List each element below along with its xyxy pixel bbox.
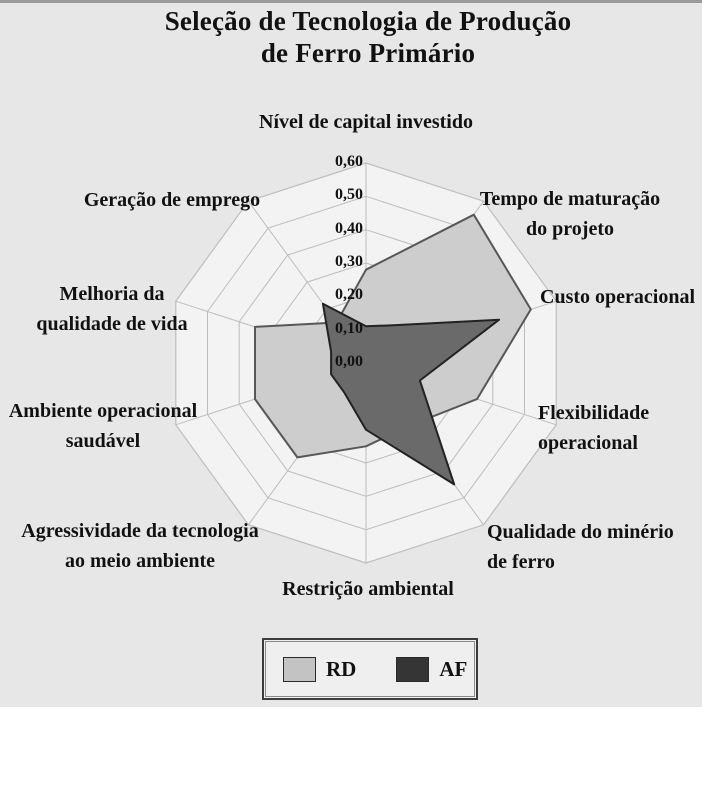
axis-label-5: Qualidade do minério de ferro — [487, 521, 674, 573]
tick-label-0,40: 0,40 — [335, 219, 363, 237]
radar-chart-figure: Seleção de Tecnologia de Produção de Fer… — [0, 0, 702, 707]
axis-label-7: Agressividade da tecnologia ao meio ambie… — [21, 520, 259, 572]
chart-title-line1: Seleção de Tecnologia de Produção — [164, 6, 572, 36]
axis-label-4: Flexibilidade operacional — [538, 402, 650, 454]
source-citation: Disponível em: http:// www.scielo.br/sci… — [0, 707, 702, 808]
legend-label-rd: RD — [326, 656, 357, 681]
axis-label-3: Custo operacional — [540, 286, 695, 308]
chart-title-line2: de Ferro Primário — [260, 38, 476, 68]
legend-swatch-af — [396, 656, 430, 682]
af-series-polygon — [321, 302, 501, 486]
legend-label-af: AF — [439, 656, 468, 681]
legend-swatch-rd — [283, 656, 316, 682]
tick-label-0,00: 0,00 — [335, 353, 363, 370]
chart-title: Seleção de Tecnologia de Produção de Fer… — [17, 5, 702, 69]
tick-label-0,50: 0,50 — [335, 186, 363, 204]
tick-label-0,10: 0,10 — [335, 319, 363, 337]
radar-svg — [175, 162, 557, 564]
legend: RD AF — [262, 638, 478, 700]
axis-label-6: Restrição ambiental — [282, 578, 454, 600]
tick-label-0,30: 0,30 — [335, 253, 363, 270]
axis-label-10: Geração de emprego — [83, 189, 261, 211]
tick-label-0,60: 0,60 — [335, 153, 363, 170]
axis-label-1: Nível de capital investido — [259, 111, 473, 133]
tick-label-0,20: 0,20 — [335, 286, 363, 304]
axis-label-8: Ambiente operacional saudável — [8, 400, 198, 452]
axis-label-2: Tempo de maturação do projeto — [479, 188, 661, 240]
axis-label-9: Melhoria da qualidade de vida — [36, 283, 188, 335]
